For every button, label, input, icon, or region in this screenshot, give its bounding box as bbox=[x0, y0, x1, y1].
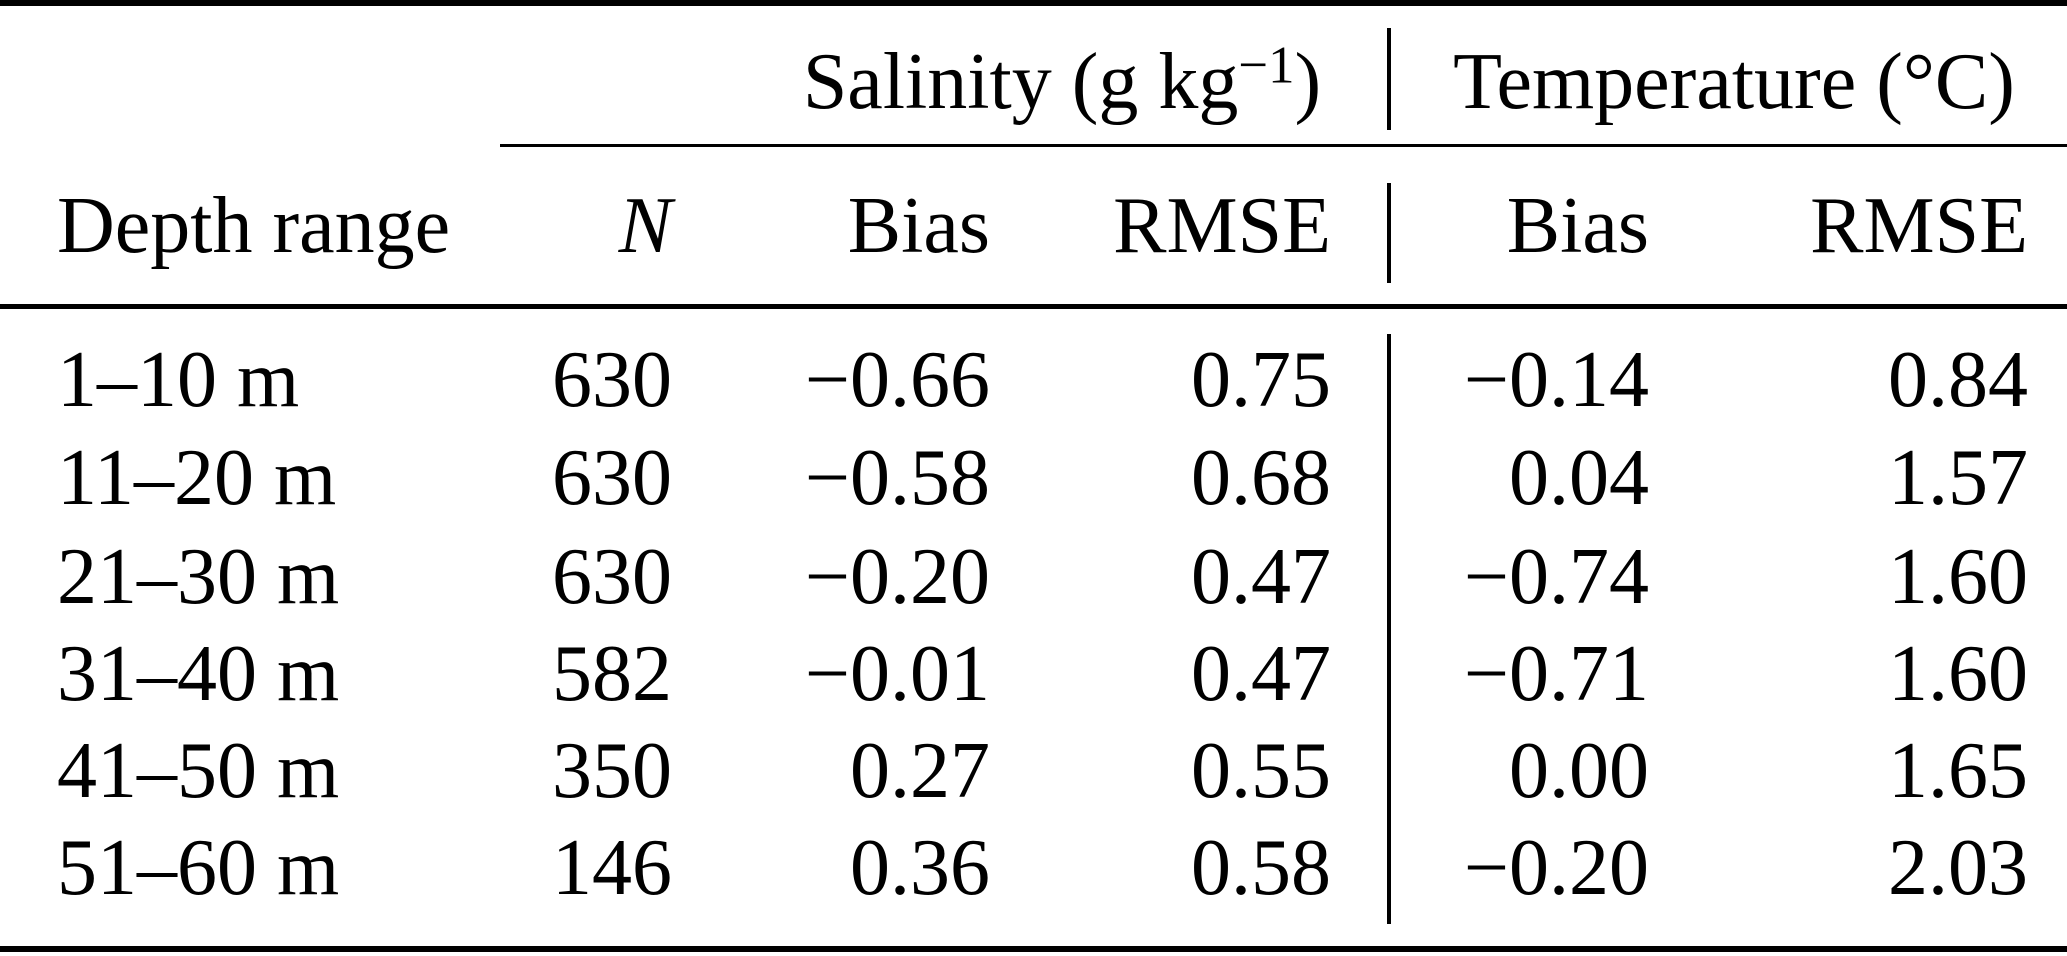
cell-n-row2: 630 bbox=[552, 533, 672, 621]
cell-salinity-rmse-row5: 0.58 bbox=[1191, 824, 1331, 912]
cell-depth-row4: 41–50 m bbox=[57, 727, 340, 815]
cell-temperature-rmse-row0: 0.84 bbox=[1888, 336, 2028, 424]
cell-temperature-rmse-row4: 1.65 bbox=[1888, 727, 2028, 815]
table-header-rule bbox=[0, 304, 2067, 309]
cell-salinity-rmse-row3: 0.47 bbox=[1191, 630, 1331, 718]
col-header-temperature-bias: Bias bbox=[1506, 182, 1649, 270]
cell-depth-row0: 1–10 m bbox=[57, 336, 300, 424]
cell-salinity-bias-row2: −0.20 bbox=[804, 533, 990, 621]
column-divider-segment-top bbox=[1387, 28, 1391, 130]
cell-temperature-bias-row4: 0.00 bbox=[1509, 727, 1649, 815]
cell-temperature-bias-row0: −0.14 bbox=[1463, 336, 1649, 424]
col-header-salinity-rmse: RMSE bbox=[1113, 182, 1331, 270]
cell-depth-row5: 51–60 m bbox=[57, 824, 340, 912]
group-header-salinity-exponent: −1 bbox=[1238, 36, 1295, 95]
col-header-n: N bbox=[618, 182, 672, 270]
cell-temperature-rmse-row3: 1.60 bbox=[1888, 630, 2028, 718]
group-header-salinity-prefix: Salinity (g kg bbox=[802, 38, 1239, 126]
col-header-temperature-rmse: RMSE bbox=[1810, 182, 2028, 270]
cell-temperature-bias-row3: −0.71 bbox=[1463, 630, 1649, 718]
cell-temperature-bias-row2: −0.74 bbox=[1463, 533, 1649, 621]
cell-n-row0: 630 bbox=[552, 336, 672, 424]
table-top-rule bbox=[0, 0, 2067, 6]
cell-temperature-bias-row1: 0.04 bbox=[1509, 434, 1649, 522]
cell-depth-row2: 21–30 m bbox=[57, 533, 340, 621]
cell-temperature-rmse-row5: 2.03 bbox=[1888, 824, 2028, 912]
table-group-header-rule bbox=[500, 144, 2067, 147]
cell-n-row5: 146 bbox=[552, 824, 672, 912]
cell-temperature-rmse-row2: 1.60 bbox=[1888, 533, 2028, 621]
cell-n-row3: 582 bbox=[552, 630, 672, 718]
cell-salinity-bias-row1: −0.58 bbox=[804, 434, 990, 522]
cell-salinity-bias-row0: −0.66 bbox=[804, 336, 990, 424]
col-header-salinity-bias: Bias bbox=[847, 182, 990, 270]
cell-depth-row3: 31–40 m bbox=[57, 630, 340, 718]
cell-salinity-rmse-row1: 0.68 bbox=[1191, 434, 1331, 522]
cell-n-row1: 630 bbox=[552, 434, 672, 522]
cell-salinity-bias-row5: 0.36 bbox=[850, 824, 990, 912]
group-header-salinity: Salinity (g kg−1) bbox=[803, 32, 1321, 132]
cell-n-row4: 350 bbox=[552, 727, 672, 815]
cell-salinity-rmse-row4: 0.55 bbox=[1191, 727, 1331, 815]
cell-temperature-rmse-row1: 1.57 bbox=[1888, 434, 2028, 522]
cell-depth-row1: 11–20 m bbox=[57, 434, 337, 522]
col-header-depth-range: Depth range bbox=[57, 182, 451, 270]
cell-temperature-bias-row5: −0.20 bbox=[1463, 824, 1649, 912]
group-header-temperature: Temperature (°C) bbox=[1453, 38, 2015, 126]
cell-salinity-bias-row4: 0.27 bbox=[850, 727, 990, 815]
cell-salinity-bias-row3: −0.01 bbox=[804, 630, 990, 718]
cell-salinity-rmse-row2: 0.47 bbox=[1191, 533, 1331, 621]
column-divider-segment-header bbox=[1387, 183, 1391, 283]
table-bottom-rule bbox=[0, 946, 2067, 952]
group-header-salinity-suffix: ) bbox=[1294, 38, 1322, 126]
column-divider-segment-body bbox=[1387, 334, 1391, 924]
cell-salinity-rmse-row0: 0.75 bbox=[1191, 336, 1331, 424]
